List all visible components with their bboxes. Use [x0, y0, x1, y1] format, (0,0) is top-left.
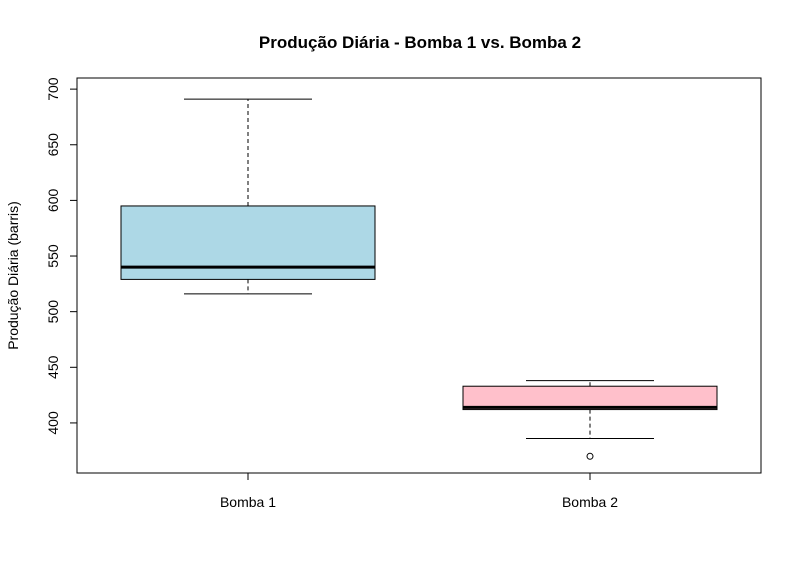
y-tick-label: 550	[45, 244, 61, 268]
x-axis: Bomba 1 Bomba 2	[220, 473, 618, 510]
y-tick-label: 600	[45, 189, 61, 213]
box-2	[462, 380, 718, 460]
y-tick-label: 400	[45, 411, 61, 435]
y-tick-label: 500	[45, 300, 61, 324]
x-tick-label: Bomba 1	[220, 494, 276, 510]
outlier-point	[586, 452, 594, 460]
y-tick-label: 450	[45, 355, 61, 379]
box-1	[120, 98, 376, 295]
iqr-box	[462, 385, 718, 411]
y-axis-label: Produção Diária (barris)	[5, 201, 21, 350]
x-tick-label: Bomba 2	[562, 494, 618, 510]
y-tick-label: 700	[45, 77, 61, 101]
boxes-group	[120, 98, 718, 460]
y-tick-label: 650	[45, 133, 61, 157]
chart-title: Produção Diária - Bomba 1 vs. Bomba 2	[259, 33, 581, 52]
y-axis: 400 450 500 550 600 650 700	[45, 77, 78, 435]
